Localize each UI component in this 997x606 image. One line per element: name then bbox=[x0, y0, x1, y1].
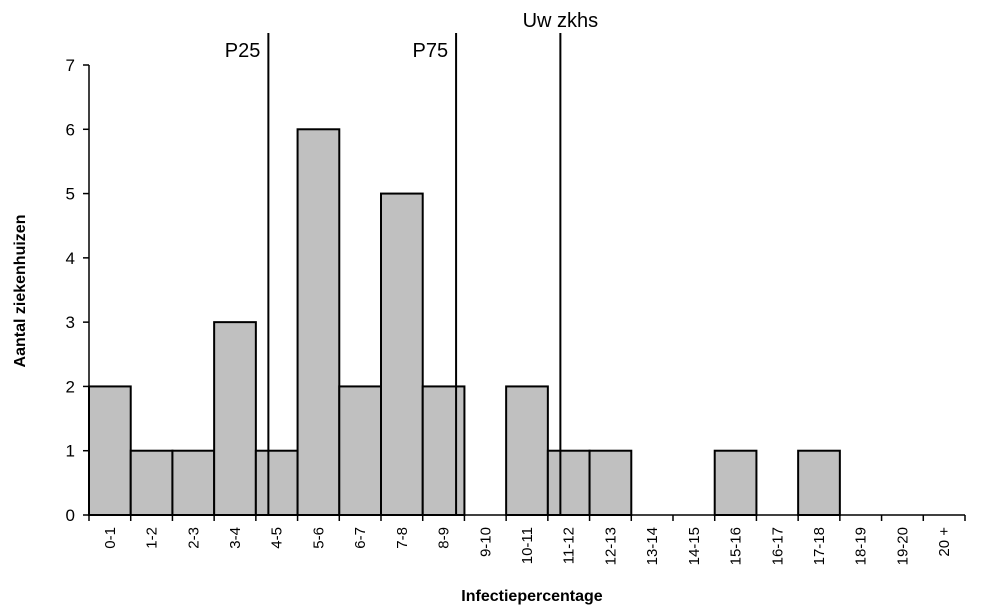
x-tick-label-0-1: 0-1 bbox=[102, 527, 119, 549]
x-tick-label-9-10: 9-10 bbox=[477, 527, 494, 557]
x-tick-label-10-11: 10-11 bbox=[519, 527, 536, 564]
bar-11-12 bbox=[546, 449, 591, 517]
bar-8-9 bbox=[421, 385, 466, 516]
y-tick-label-4: 4 bbox=[66, 249, 75, 268]
x-tick-label-3-4: 3-4 bbox=[227, 527, 244, 549]
x-tick-label-8-9: 8-9 bbox=[436, 527, 453, 549]
x-tick-label-5-6: 5-6 bbox=[310, 527, 327, 549]
bar-10-11 bbox=[505, 385, 549, 516]
reference-label-p75: P75 bbox=[412, 40, 448, 62]
x-tick-label-7-8: 7-8 bbox=[394, 527, 411, 549]
x-tick-label-17-18: 17-18 bbox=[811, 527, 828, 565]
bars-group bbox=[88, 128, 841, 517]
x-tick-label-1-2: 1-2 bbox=[144, 527, 161, 549]
y-tick-label-7: 7 bbox=[66, 56, 75, 75]
y-tick-label-1: 1 bbox=[66, 442, 75, 461]
y-tick-label-0: 0 bbox=[66, 506, 75, 525]
bar-3-4 bbox=[213, 321, 257, 516]
reference-label-p25: P25 bbox=[225, 40, 261, 62]
x-tick-label-6-7: 6-7 bbox=[352, 527, 369, 549]
bar-4-5 bbox=[254, 449, 299, 517]
reference-lines-group: P25 P75 Uw zkhs bbox=[225, 10, 598, 515]
x-axis-title: Infectiepercentage bbox=[461, 588, 602, 605]
reference-label-uw-zkhs: Uw zkhs bbox=[523, 10, 599, 32]
bar-7-8 bbox=[380, 192, 424, 516]
x-tick-label-18-19: 18-19 bbox=[853, 527, 870, 565]
x-tick-label-16-17: 16-17 bbox=[769, 527, 786, 565]
bar-6-7 bbox=[338, 385, 382, 516]
y-tick-label-3: 3 bbox=[66, 313, 75, 332]
y-tick-label-6: 6 bbox=[66, 120, 75, 139]
y-tick-label-2: 2 bbox=[66, 377, 75, 396]
y-tick-label-5: 5 bbox=[66, 185, 75, 204]
y-axis-title: Aantal ziekenhuizen bbox=[12, 215, 29, 368]
bar-17-18 bbox=[797, 449, 841, 517]
bar-2-3 bbox=[171, 449, 216, 517]
x-tick-label-12-13: 12-13 bbox=[602, 527, 619, 565]
bar-15-16 bbox=[713, 449, 758, 517]
axes-group: 0 1 2 3 4 5 6 7 0-1 1-2 2-3 3-4 4-5 5-6 6-7 7-8 8-9 9-10 1… bbox=[66, 56, 966, 565]
x-tick-label-14-15: 14-15 bbox=[686, 527, 703, 565]
x-tick-label-20+: 20 + bbox=[936, 527, 953, 557]
x-tick-label-4-5: 4-5 bbox=[269, 527, 286, 549]
x-tick-label-15-16: 15-16 bbox=[728, 527, 745, 565]
bar-0-1 bbox=[88, 385, 132, 516]
x-tick-label-19-20: 19-20 bbox=[894, 527, 911, 565]
bar-12-13 bbox=[588, 449, 633, 517]
x-tick-label-2-3: 2-3 bbox=[185, 527, 202, 549]
x-tick-label-13-14: 13-14 bbox=[644, 527, 661, 565]
x-tick-label-11-12: 11-12 bbox=[561, 527, 578, 564]
bar-5-6 bbox=[296, 128, 341, 517]
bar-1-2 bbox=[129, 449, 174, 517]
